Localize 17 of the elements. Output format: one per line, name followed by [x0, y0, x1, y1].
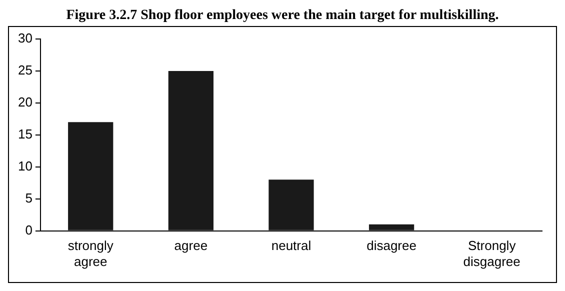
x-tick-label: agree	[174, 238, 208, 254]
bar	[268, 180, 314, 230]
y-tick-label: 30	[18, 30, 32, 46]
y-tick-label: 5	[25, 190, 32, 206]
y-tick-label: 10	[18, 158, 32, 174]
chart-title: Figure 3.2.7 Shop floor employees were the main target for multiskilling.	[65, 8, 500, 25]
x-tick-label: Strongly disgagree	[463, 238, 520, 269]
y-tick-label: 0	[25, 222, 32, 238]
x-tick-label: disagree	[366, 238, 416, 254]
y-tick-label: 25	[18, 62, 32, 78]
x-tick-label: strongly agree	[68, 238, 114, 269]
x-tick-label: neutral	[271, 238, 312, 254]
y-tick-label: 20	[18, 94, 32, 110]
bar	[168, 70, 214, 230]
bar	[68, 122, 114, 230]
y-tick-label: 15	[18, 126, 32, 142]
bar	[368, 224, 414, 230]
